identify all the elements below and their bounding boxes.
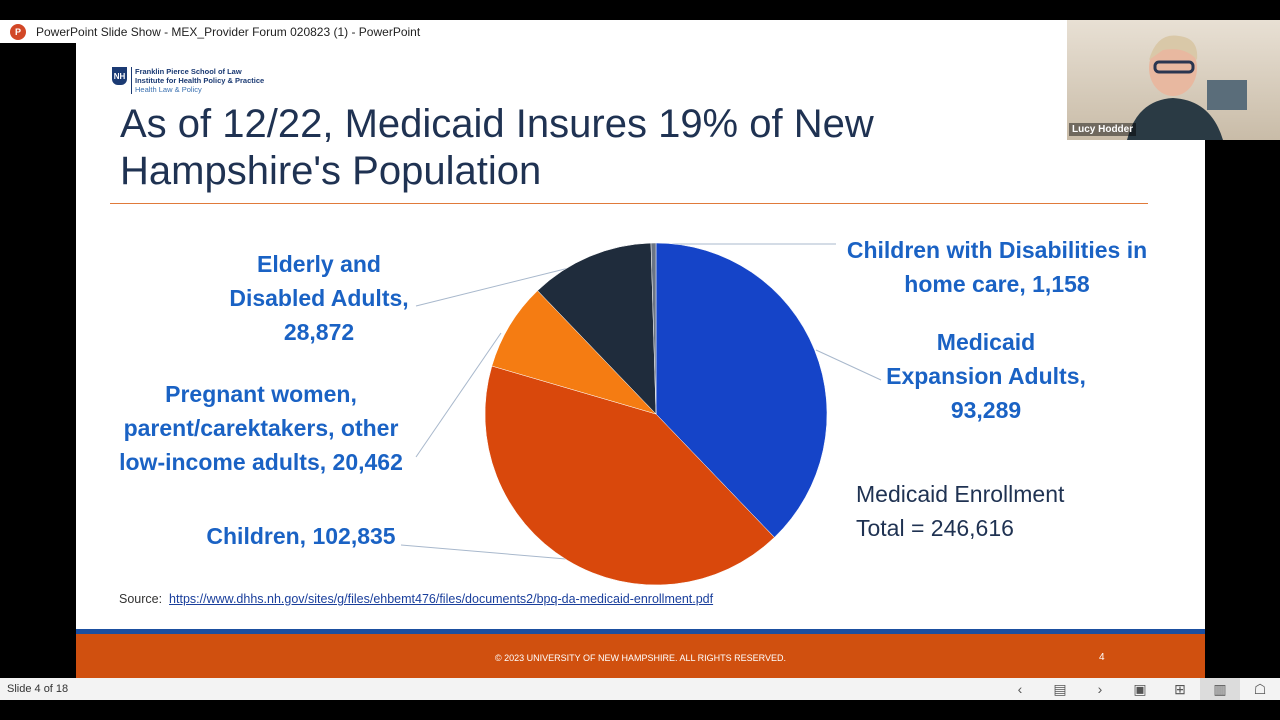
source-label: Source: [119, 592, 163, 606]
pie-slice-0 [655, 242, 828, 538]
pie-slice-2 [491, 290, 657, 415]
powerpoint-icon: P [10, 23, 26, 40]
normal-view-icon[interactable]: ▣ [1133, 680, 1147, 697]
slide-indicator: Slide 4 of 18 [7, 683, 69, 695]
label-elderly-line: Disabled Adults, [229, 285, 409, 311]
unh-shield-logo: NH [112, 67, 127, 85]
logo: NH Franklin Pierce School of Law Institu… [112, 67, 264, 94]
slide-show-icon[interactable]: ☖ [1253, 680, 1267, 697]
total-label: Medicaid Enrollment [856, 481, 1065, 507]
window-title: PowerPoint Slide Show - MEX_Provider For… [36, 24, 421, 39]
label-disabilities-line: home care, 1,158 [904, 271, 1090, 297]
source-link[interactable]: https://www.dhhs.nh.gov/sites/g/files/eh… [169, 592, 714, 606]
presenter-image [1127, 35, 1247, 140]
label-pregnant: Pregnant women, parent/carektakers, othe… [96, 377, 426, 479]
footer-stripe [76, 629, 1205, 634]
title-divider [110, 203, 1148, 204]
label-disabilities-line: Children with Disabilities in [846, 237, 1148, 263]
logo-line-1: Franklin Pierce School of Law [135, 67, 242, 76]
slide-title: As of 12/22, Medicaid Insures 19% of New… [120, 102, 874, 193]
pie-slice-3 [537, 242, 657, 415]
leader-line-elderly [415, 264, 582, 307]
participant-name: Lucy Hodder [1069, 123, 1137, 136]
webcam-video: Lucy Hodder [1067, 20, 1280, 140]
pie-slice-4 [650, 242, 657, 415]
next-icon[interactable]: › [1097, 681, 1103, 697]
label-elderly-value: 28,872 [283, 319, 355, 345]
previous-icon[interactable]: ‹ [1017, 681, 1023, 697]
pie-slice-1 [484, 365, 775, 586]
slide-number: 4 [1099, 652, 1105, 663]
slide-footer: © 2023 UNIVERSITY OF NEW HAMPSHIRE. ALL … [76, 634, 1205, 678]
enrollment-total: Medicaid Enrollment Total = 246,616 [856, 477, 1064, 545]
slide-sorter-icon[interactable]: ⊞ [1174, 680, 1186, 697]
label-expansion-line: Expansion Adults, [886, 363, 1086, 389]
label-children: Children, 102,835 [206, 523, 396, 549]
logo-line-3: Health Law & Policy [135, 85, 202, 94]
slide-menu-icon[interactable]: ▤ [1053, 680, 1067, 697]
label-pregnant-line: Pregnant women, [165, 381, 357, 407]
pie-chart [400, 242, 882, 586]
status-bar: Slide 4 of 18 ‹ ▤ › ▣ ⊞ ▥ ☖ [0, 678, 1280, 700]
label-disabilities: Children with Disabilities in home care,… [832, 233, 1162, 301]
label-expansion: Medicaid Expansion Adults, 93,289 [876, 325, 1096, 427]
leader-line-children [400, 544, 567, 560]
leader-line-expansion [815, 349, 882, 381]
label-pregnant-line: parent/carektakers, other [123, 415, 399, 441]
source-line: Source: https://www.dhhs.nh.gov/sites/g/… [119, 592, 713, 606]
label-expansion-value: 93,289 [950, 397, 1022, 423]
label-expansion-line: Medicaid [936, 329, 1036, 355]
window-title-bar: P PowerPoint Slide Show - MEX_Provider F… [0, 20, 1280, 43]
leader-line-pregnant [415, 332, 502, 458]
label-elderly-line: Elderly and [257, 251, 381, 277]
logo-line-2: Institute for Health Policy & Practice [135, 76, 265, 85]
reading-view-icon[interactable]: ▥ [1200, 678, 1240, 700]
total-value: Total = 246,616 [856, 515, 1014, 541]
copyright-text: © 2023 UNIVERSITY OF NEW HAMPSHIRE. ALL … [494, 653, 787, 663]
label-pregnant-line: low-income adults, 20,462 [119, 449, 403, 475]
label-elderly: Elderly and Disabled Adults, 28,872 [216, 247, 422, 349]
slide: NH Franklin Pierce School of Law Institu… [76, 43, 1205, 678]
